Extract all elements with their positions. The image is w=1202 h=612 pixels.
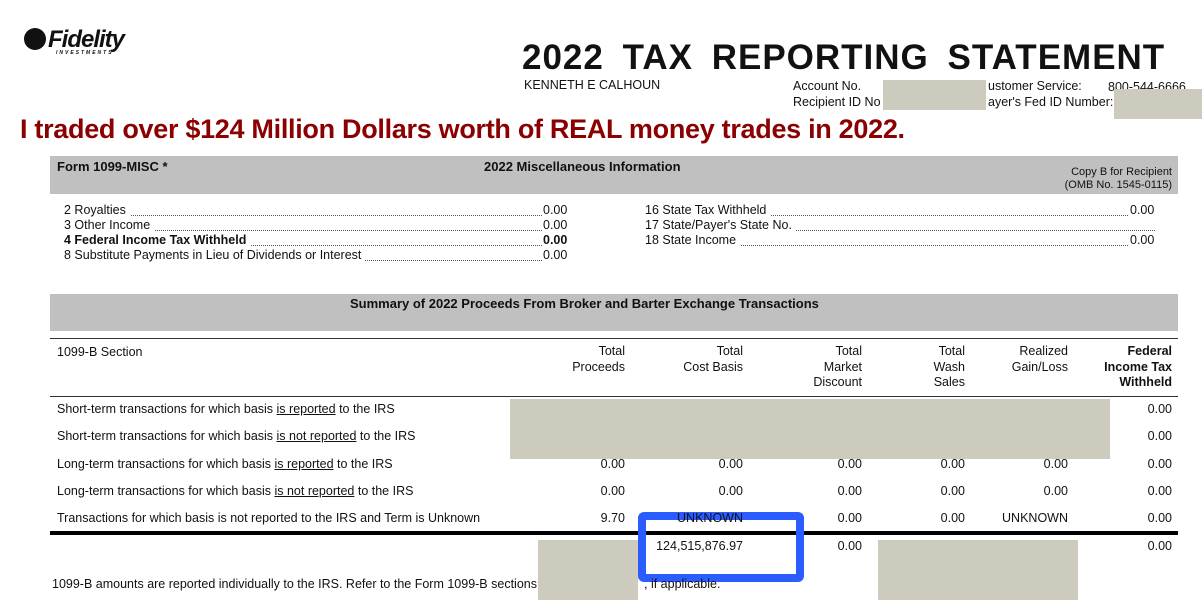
misc-item-label: 17 State/Payer's State No. bbox=[645, 218, 796, 232]
column-header: Total Market Discount bbox=[813, 344, 862, 389]
misc-item-label: 18 State Income bbox=[645, 233, 741, 247]
table-cell: 0.00 bbox=[1147, 511, 1172, 526]
table-cell: 0.00 bbox=[600, 483, 625, 498]
table-cell: 0.00 bbox=[940, 483, 965, 498]
column-header: Federal Income Tax Withheld bbox=[1104, 344, 1172, 389]
redaction bbox=[883, 80, 986, 110]
table-cell: 0.00 bbox=[940, 511, 965, 526]
table-row-label: Transactions for which basis is not repo… bbox=[57, 511, 481, 526]
misc-item-value: 0.00 bbox=[543, 218, 568, 232]
table-cell: UNKNOWN bbox=[677, 511, 743, 526]
misc-item-label: 3 Other Income bbox=[64, 218, 155, 232]
divider bbox=[50, 338, 1178, 339]
misc-item-label: 8 Substitute Payments in Lieu of Dividen… bbox=[64, 248, 366, 262]
footnote-end: , if applicable. bbox=[644, 577, 721, 591]
column-header: Total Wash Sales bbox=[933, 344, 966, 389]
table-cell: 0.00 bbox=[1147, 429, 1172, 444]
table-cell: 0.00 bbox=[718, 456, 743, 471]
fidelity-sun-icon bbox=[24, 28, 46, 50]
dot-leader bbox=[645, 215, 1128, 216]
dot-leader bbox=[64, 215, 542, 216]
customer-service-label: ustomer Service: bbox=[988, 79, 1082, 93]
recipient-id-label: Recipient ID No bbox=[793, 95, 881, 109]
table-cell: 9.70 bbox=[600, 511, 625, 526]
table-cell: 0.00 bbox=[1147, 456, 1172, 471]
copy-label: Copy B for Recipient bbox=[1071, 166, 1172, 178]
redaction bbox=[538, 540, 638, 600]
table-cell: 0.00 bbox=[837, 511, 862, 526]
table-cell: 0.00 bbox=[940, 456, 965, 471]
misc-item-label: 4 Federal Income Tax Withheld bbox=[64, 233, 251, 247]
misc-item-label: 16 State Tax Withheld bbox=[645, 203, 771, 217]
misc-item-value: 0.00 bbox=[1130, 203, 1155, 217]
divider bbox=[50, 396, 1178, 397]
table-row-label: Long-term transactions for which basis i… bbox=[57, 456, 393, 471]
table-cell: 0.00 bbox=[600, 456, 625, 471]
omb-label: (OMB No. 1545-0115) bbox=[1064, 179, 1172, 191]
table-cell: 0.00 bbox=[1043, 483, 1068, 498]
highlight-box bbox=[638, 512, 804, 582]
section-header: 1099-B Section bbox=[57, 345, 143, 359]
table-row-label: Short-term transactions for which basis … bbox=[57, 402, 395, 416]
summary-heading: Summary of 2022 Proceeds From Broker and… bbox=[350, 296, 819, 311]
table-row-label: Long-term transactions for which basis i… bbox=[57, 483, 414, 498]
table-cell: 0.00 bbox=[718, 483, 743, 498]
redaction bbox=[510, 399, 1110, 459]
totals-rule bbox=[50, 531, 1178, 535]
dot-leader bbox=[645, 245, 1128, 246]
total-cell: 0.00 bbox=[1147, 539, 1172, 553]
summary-header-bar bbox=[50, 294, 1178, 331]
misc-item-value: 0.00 bbox=[543, 248, 568, 262]
column-header: Realized Gain/Loss bbox=[1011, 344, 1068, 374]
account-label: Account No. bbox=[793, 79, 862, 93]
dot-leader bbox=[64, 245, 542, 246]
total-cell: 124,515,876.97 bbox=[656, 539, 743, 553]
misc-heading: 2022 Miscellaneous Information bbox=[484, 159, 681, 174]
dot-leader bbox=[645, 230, 1155, 231]
recipient-name: KENNETH E CALHOUN bbox=[524, 78, 661, 92]
column-header: Total Proceeds bbox=[572, 344, 625, 374]
dot-leader bbox=[64, 230, 542, 231]
column-header: Total Cost Basis bbox=[683, 344, 743, 374]
total-cell: 0.00 bbox=[837, 539, 862, 553]
misc-item-value: 0.00 bbox=[543, 203, 568, 217]
banner-caption: I traded over $124 Million Dollars worth… bbox=[20, 114, 905, 144]
table-cell: 0.00 bbox=[837, 483, 862, 498]
redaction bbox=[878, 540, 1078, 600]
misc-item-label: 2 Royalties bbox=[64, 203, 130, 217]
page-title: 2022 TAX REPORTING STATEMENT bbox=[522, 38, 1166, 77]
table-cell: UNKNOWN bbox=[1002, 511, 1068, 526]
misc-item-value: 0.00 bbox=[1130, 233, 1155, 247]
table-cell: 0.00 bbox=[1147, 402, 1172, 416]
fidelity-logo: Fidelity INVESTMENTS bbox=[24, 26, 125, 56]
table-cell: 0.00 bbox=[1043, 456, 1068, 471]
form-label: Form 1099-MISC * bbox=[57, 159, 168, 174]
misc-item-value: 0.00 bbox=[543, 233, 568, 247]
footnote: 1099-B amounts are reported individually… bbox=[52, 577, 537, 591]
table-cell: 0.00 bbox=[1147, 483, 1172, 498]
misc-header-bar bbox=[50, 156, 1178, 194]
payer-fed-id-label: ayer's Fed ID Number: bbox=[988, 95, 1114, 109]
redaction bbox=[1114, 89, 1202, 119]
table-row-label: Short-term transactions for which basis … bbox=[57, 429, 416, 444]
table-cell: 0.00 bbox=[837, 456, 862, 471]
